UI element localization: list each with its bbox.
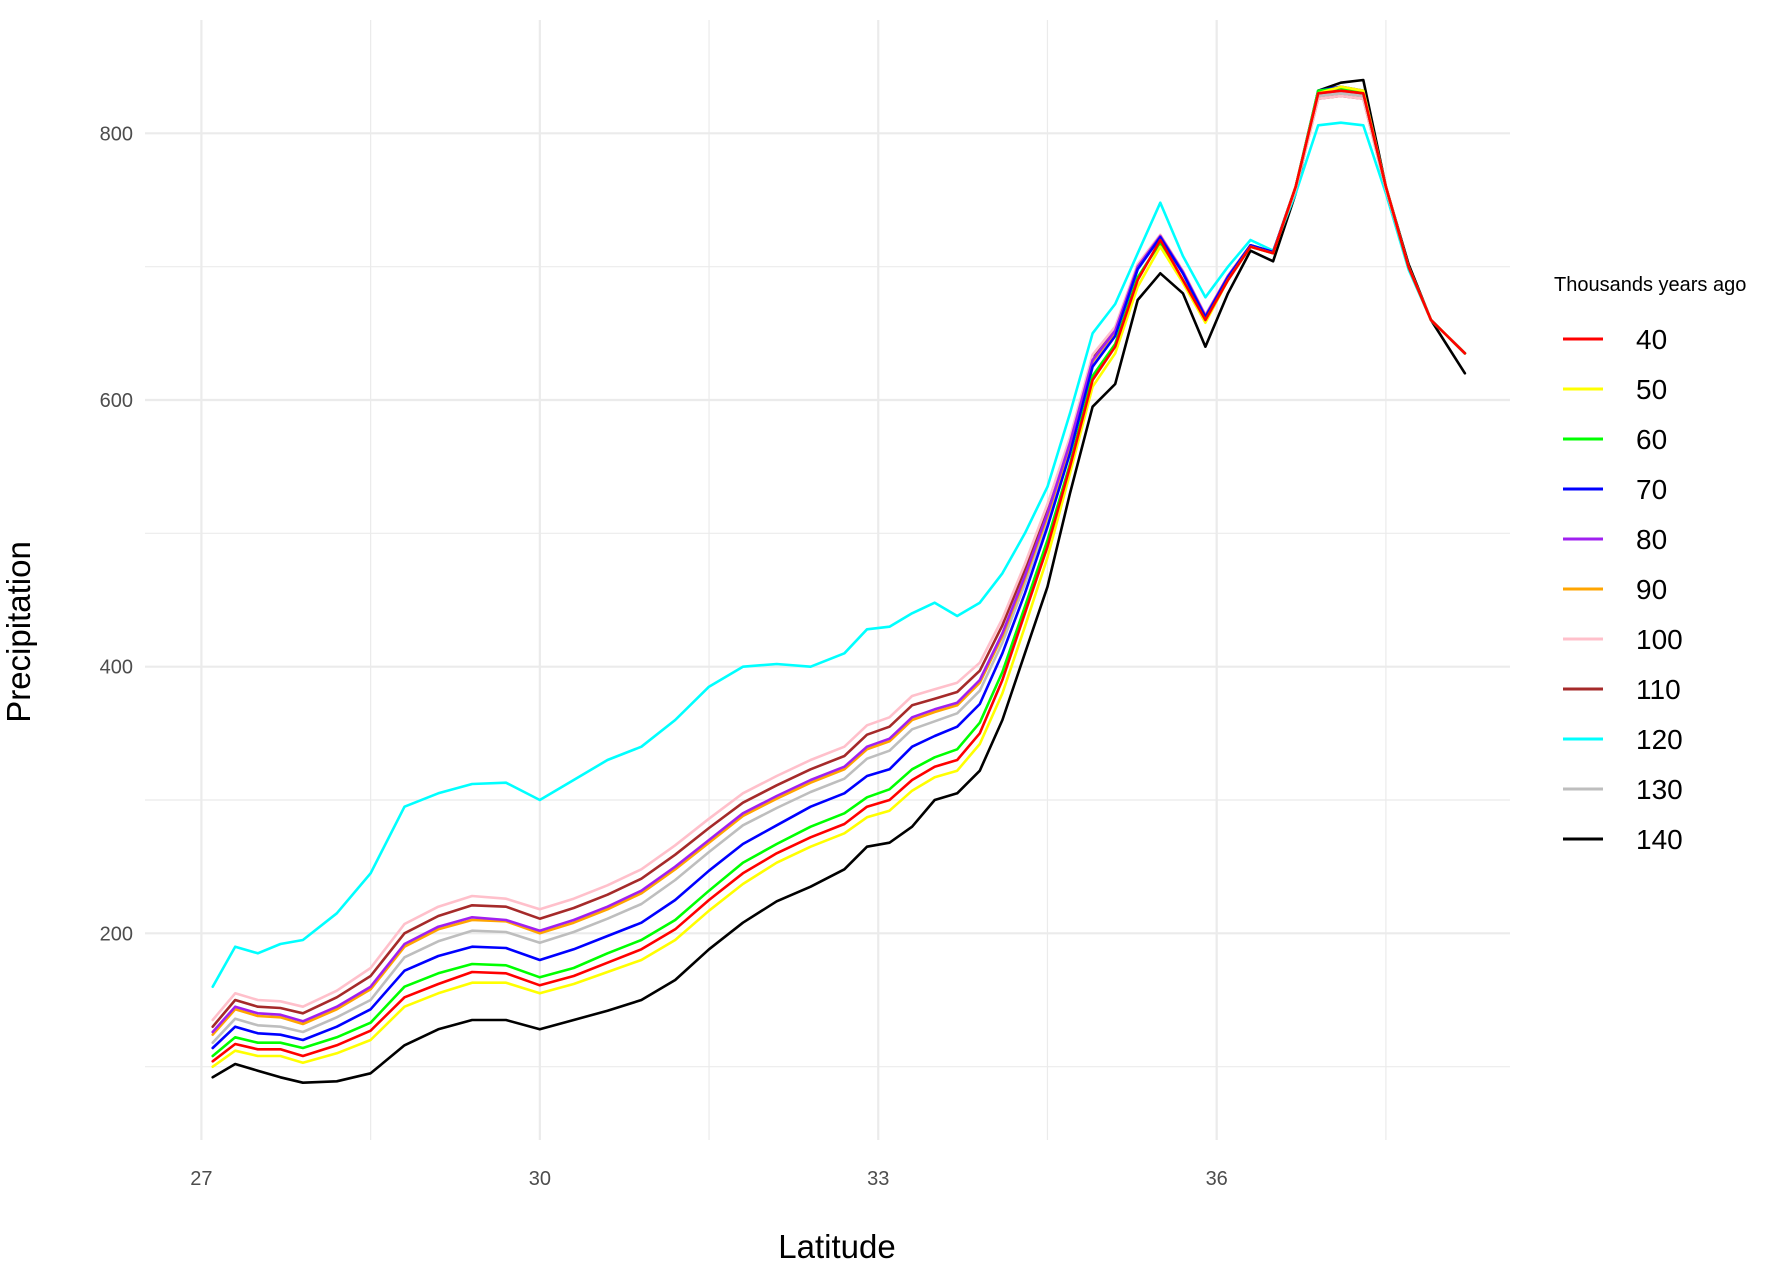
y-tick-label: 400	[100, 657, 133, 679]
series-lines	[211, 78, 1467, 1084]
legend-item-50: 50	[1563, 374, 1667, 405]
x-axis-title: Latitude	[778, 1228, 895, 1265]
legend-item-80: 80	[1563, 524, 1667, 555]
legend-label: 120	[1636, 724, 1683, 755]
legend-title: Thousands years ago	[1554, 274, 1746, 296]
legend-item-110: 110	[1563, 674, 1681, 705]
legend-item-120: 120	[1563, 724, 1683, 755]
series-line-70	[211, 85, 1467, 1050]
legend-item-70: 70	[1563, 474, 1667, 505]
series-line-60	[211, 86, 1467, 1058]
grid	[145, 20, 1510, 1140]
y-axis-ticks: 200 400 600 800	[100, 123, 133, 945]
x-tick-label: 33	[867, 1168, 889, 1190]
legend-item-60: 60	[1563, 424, 1667, 455]
legend-label: 130	[1636, 774, 1683, 805]
series-line-50	[211, 85, 1467, 1068]
legend-item-130: 130	[1563, 774, 1683, 805]
legend-label: 140	[1636, 824, 1683, 855]
legend: Thousands years ago 40 50 60 70 80 90 100 110 12…	[1554, 274, 1746, 855]
legend-label: 90	[1636, 574, 1667, 605]
legend-item-100: 100	[1563, 624, 1683, 655]
legend-label: 80	[1636, 524, 1667, 555]
legend-label: 110	[1636, 674, 1681, 705]
series-line-140	[211, 78, 1467, 1084]
legend-label: 40	[1636, 324, 1667, 355]
y-axis-title: Precipitation	[0, 541, 37, 723]
legend-item-40: 40	[1563, 324, 1667, 355]
legend-label: 60	[1636, 424, 1667, 455]
legend-item-90: 90	[1563, 574, 1667, 605]
y-tick-label: 800	[100, 123, 133, 145]
x-tick-label: 27	[190, 1168, 212, 1190]
legend-label: 100	[1636, 624, 1683, 655]
series-line-130	[211, 92, 1467, 1044]
legend-item-140: 140	[1563, 824, 1683, 855]
x-tick-label: 36	[1206, 1168, 1228, 1190]
legend-label: 50	[1636, 374, 1667, 405]
y-tick-label: 200	[100, 923, 133, 945]
series-line-110	[211, 94, 1467, 1028]
legend-label: 70	[1636, 474, 1667, 505]
x-tick-label: 30	[529, 1168, 551, 1190]
series-line-90	[211, 89, 1467, 1036]
series-line-100	[211, 94, 1467, 1022]
series-line-40	[211, 89, 1467, 1063]
y-tick-label: 600	[100, 390, 133, 412]
x-axis-ticks: 27 30 33 36	[190, 1168, 1228, 1190]
series-line-80	[211, 89, 1467, 1034]
